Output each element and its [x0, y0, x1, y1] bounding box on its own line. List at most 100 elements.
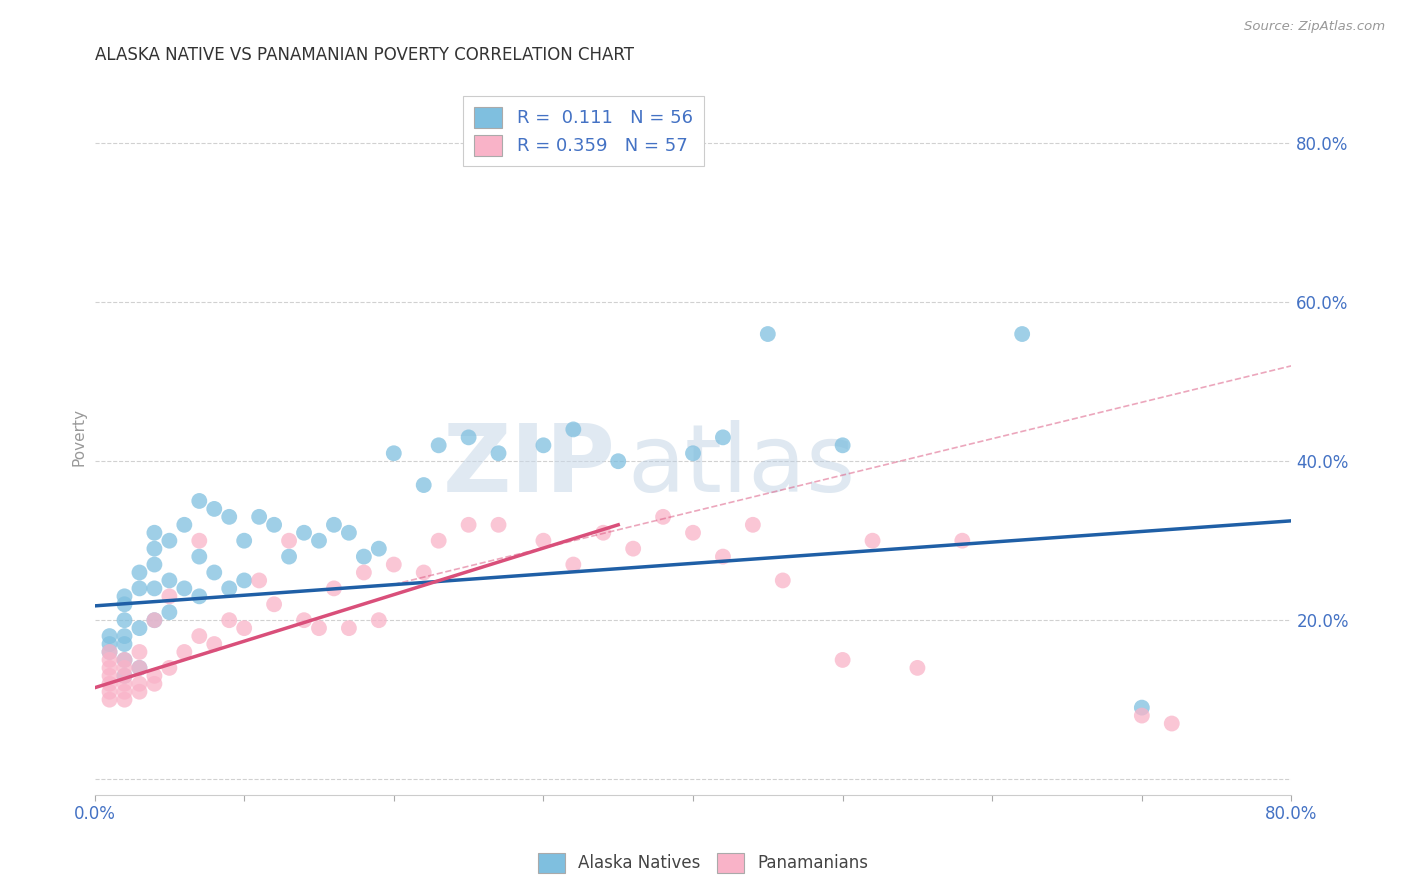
Point [682, 446, 704, 460]
Point [831, 653, 853, 667]
Point [114, 629, 136, 643]
Point [157, 605, 180, 619]
Point [143, 525, 166, 540]
Point [98, 637, 121, 651]
Point [188, 590, 211, 604]
Point [98, 684, 121, 698]
Point [756, 326, 779, 341]
Point [114, 653, 136, 667]
Point [353, 549, 375, 564]
Point [1130, 700, 1153, 714]
Point [128, 621, 150, 635]
Point [143, 541, 166, 556]
Point [202, 566, 225, 580]
Point [114, 613, 136, 627]
Point [98, 692, 121, 706]
Point [247, 574, 270, 588]
Point [114, 637, 136, 651]
Point [114, 661, 136, 675]
Point [353, 566, 375, 580]
Point [114, 590, 136, 604]
Point [114, 597, 136, 611]
Point [233, 533, 256, 548]
Point [202, 637, 225, 651]
Point [128, 645, 150, 659]
Point [188, 533, 211, 548]
Point [592, 525, 614, 540]
Point [143, 558, 166, 572]
Point [367, 541, 389, 556]
Point [98, 645, 121, 659]
Point [292, 525, 315, 540]
Point [114, 669, 136, 683]
Point [457, 430, 479, 444]
Point [157, 533, 180, 548]
Point [621, 541, 644, 556]
Point [98, 645, 121, 659]
Point [128, 661, 150, 675]
Point [862, 533, 884, 548]
Point [711, 430, 734, 444]
Point [173, 645, 195, 659]
Point [157, 590, 180, 604]
Point [711, 549, 734, 564]
Text: atlas: atlas [627, 420, 855, 512]
Point [382, 558, 405, 572]
Point [263, 597, 285, 611]
Point [427, 438, 450, 452]
Point [202, 502, 225, 516]
Point [772, 574, 794, 588]
Point [278, 533, 301, 548]
Point [562, 558, 585, 572]
Point [98, 629, 121, 643]
Point [98, 669, 121, 683]
Point [218, 509, 240, 524]
Point [278, 549, 301, 564]
Point [412, 478, 434, 492]
Point [247, 509, 270, 524]
Point [323, 582, 346, 596]
Legend: Alaska Natives, Panamanians: Alaska Natives, Panamanians [531, 847, 875, 880]
Point [143, 582, 166, 596]
Point [128, 566, 150, 580]
Point [143, 677, 166, 691]
Y-axis label: Poverty: Poverty [72, 409, 86, 467]
Point [488, 517, 510, 532]
Point [292, 613, 315, 627]
Point [128, 582, 150, 596]
Point [128, 684, 150, 698]
Point [157, 661, 180, 675]
Point [907, 661, 929, 675]
Point [173, 517, 195, 532]
Point [337, 621, 360, 635]
Point [143, 613, 166, 627]
Point [1011, 326, 1033, 341]
Point [652, 509, 675, 524]
Point [114, 684, 136, 698]
Point [337, 525, 360, 540]
Point [457, 517, 479, 532]
Point [323, 517, 346, 532]
Point [308, 621, 330, 635]
Point [128, 677, 150, 691]
Point [143, 669, 166, 683]
Point [382, 446, 405, 460]
Point [188, 549, 211, 564]
Point [233, 621, 256, 635]
Point [412, 566, 434, 580]
Point [173, 582, 195, 596]
Point [831, 438, 853, 452]
Point [741, 517, 763, 532]
Point [531, 533, 554, 548]
Point [188, 629, 211, 643]
Point [114, 692, 136, 706]
Point [263, 517, 285, 532]
Legend: R =  0.111   N = 56, R = 0.359   N = 57: R = 0.111 N = 56, R = 0.359 N = 57 [463, 95, 703, 167]
Point [488, 446, 510, 460]
Point [98, 653, 121, 667]
Point [98, 677, 121, 691]
Point [308, 533, 330, 548]
Point [427, 533, 450, 548]
Point [188, 494, 211, 508]
Point [1160, 716, 1182, 731]
